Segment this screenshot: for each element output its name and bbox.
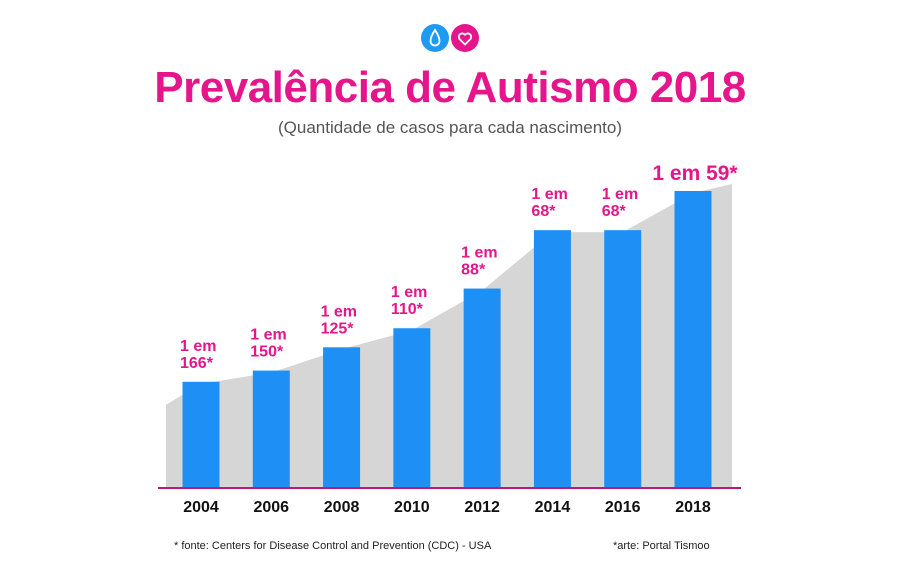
data-label-text: 88* <box>461 262 486 279</box>
data-label-text: 1 em <box>531 186 567 203</box>
bar-2012 <box>463 288 501 487</box>
data-label-text: 166* <box>180 355 214 372</box>
data-label-text: 1 em <box>461 245 497 262</box>
data-label-text: 1 em <box>391 284 427 301</box>
data-label-text: 1 em <box>602 186 638 203</box>
x-tick-label: 2008 <box>324 499 360 516</box>
data-label-2018: 1 em 59* <box>652 162 738 185</box>
data-label-text: 125* <box>321 320 355 337</box>
data-label-text: 110* <box>391 301 424 318</box>
data-label-text: 1 em <box>180 338 216 355</box>
bar-2010 <box>393 328 431 487</box>
x-tick-label: 2012 <box>464 499 500 516</box>
x-tick-label: 2010 <box>394 499 430 516</box>
bar-2008 <box>323 347 361 487</box>
chart-subtitle: (Quantidade de casos para cada nasciment… <box>278 118 622 137</box>
data-label-text: 150* <box>250 344 284 361</box>
bar-2016 <box>604 230 642 488</box>
x-tick-label: 2016 <box>605 499 641 516</box>
data-label-text: 1 em 59* <box>652 162 738 185</box>
data-label-text: 1 em <box>321 303 357 320</box>
x-tick-label: 2018 <box>675 499 711 516</box>
heart-icon <box>451 24 479 52</box>
logo <box>421 24 479 52</box>
x-tick-label: 2004 <box>183 499 219 516</box>
droplet-icon <box>421 24 449 52</box>
x-tick-label: 2006 <box>253 499 289 516</box>
data-label-text: 68* <box>531 203 556 220</box>
bar-2018 <box>674 191 712 487</box>
bar-2006 <box>252 370 290 487</box>
bar-2014 <box>533 230 571 488</box>
credit-footnote: *arte: Portal Tismoo <box>613 540 710 552</box>
bar-2004 <box>182 381 220 487</box>
chart-title: Prevalência de Autismo 2018 <box>154 63 746 112</box>
source-footnote: * fonte: Centers for Disease Control and… <box>174 540 492 552</box>
trend-area <box>166 184 732 487</box>
data-label-text: 68* <box>602 203 627 220</box>
x-tick-label: 2014 <box>535 499 571 516</box>
data-label-text: 1 em <box>250 327 286 344</box>
